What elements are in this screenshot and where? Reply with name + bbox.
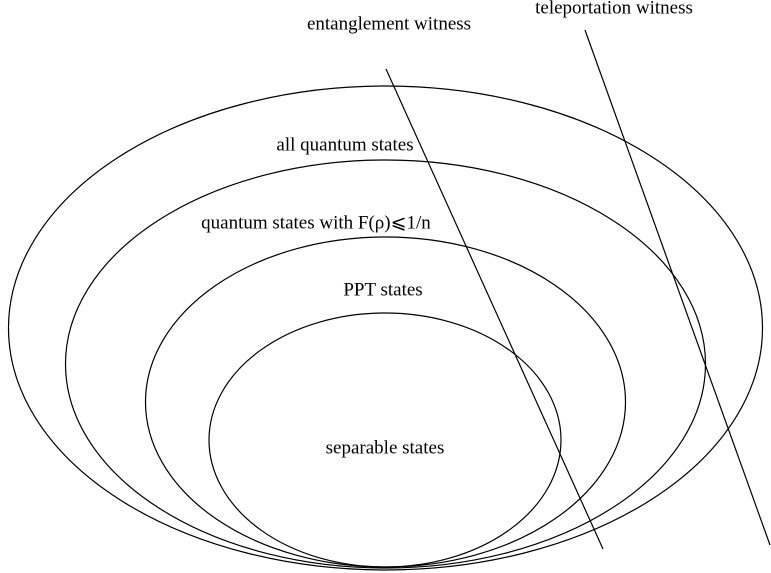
teleportation-witness-line: [584, 29, 771, 546]
all-states-ellipse: [7, 85, 764, 571]
all-states-label: all quantum states: [276, 134, 413, 155]
entanglement-witness-line: [385, 68, 604, 550]
teleportation-witness-label: teleportation witness: [535, 0, 693, 18]
entanglement-witness-label: entanglement witness: [307, 13, 471, 34]
separable-states-label: separable states: [326, 437, 445, 458]
fidelity-states-label: quantum states with F(ρ)⩽1/n: [201, 212, 431, 233]
ppt-states-label: PPT states: [343, 279, 422, 300]
separable-states-ellipse: [208, 312, 562, 568]
